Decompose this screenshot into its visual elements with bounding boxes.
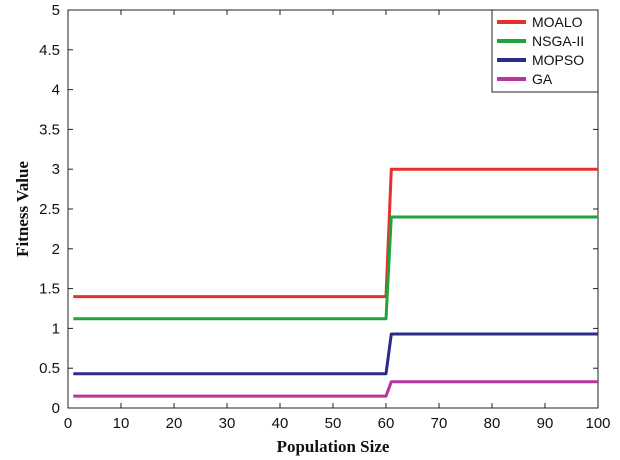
- x-axis: 0 10 20 30 40 50 60 70 80 90 100: [64, 10, 611, 432]
- x-tick-label: 30: [219, 415, 236, 432]
- y-tick-label: 1: [52, 320, 60, 337]
- x-tick-label: 10: [113, 415, 130, 432]
- x-tick-label: 80: [484, 415, 501, 432]
- y-tick-label: 4.5: [39, 42, 60, 59]
- legend-label: MOPSO: [532, 52, 584, 68]
- series-line-ga: [73, 380, 598, 398]
- y-tick-label: 4: [52, 82, 60, 99]
- y-tick-label: 1.5: [39, 281, 60, 298]
- x-tick-label: 50: [325, 415, 342, 432]
- x-tick-label: 70: [431, 415, 448, 432]
- y-tick-label: 3.5: [39, 121, 60, 138]
- series-line-mopso: [73, 332, 598, 376]
- legend-label: MOALO: [532, 14, 583, 30]
- series-line-moalo: [73, 167, 598, 299]
- x-tick-label: 20: [166, 415, 183, 432]
- x-tick-label: 0: [64, 415, 72, 432]
- x-tick-label: 40: [272, 415, 289, 432]
- y-tick-label: 0: [52, 400, 60, 417]
- legend-label: NSGA-II: [532, 33, 584, 49]
- y-axis: 0 0.5 1 1.5 2 2.5 3 3.5 4 4.5 5: [39, 2, 598, 417]
- x-tick-label: 100: [585, 415, 610, 432]
- y-tick-label: 0.5: [39, 360, 60, 377]
- x-tick-label: 60: [378, 415, 395, 432]
- x-axis-label: Population Size: [277, 437, 390, 456]
- y-tick-label: 2.5: [39, 201, 60, 218]
- y-tick-label: 2: [52, 241, 60, 258]
- y-axis-label: Fitness Value: [13, 161, 32, 257]
- legend-label: GA: [532, 71, 553, 87]
- legend: MOALO NSGA-II MOPSO GA: [491, 9, 599, 93]
- y-tick-label: 5: [52, 2, 60, 19]
- series-group: [73, 167, 598, 398]
- series-line-nsga-ii: [73, 215, 598, 321]
- x-tick-label: 90: [537, 415, 554, 432]
- y-tick-label: 3: [52, 161, 60, 178]
